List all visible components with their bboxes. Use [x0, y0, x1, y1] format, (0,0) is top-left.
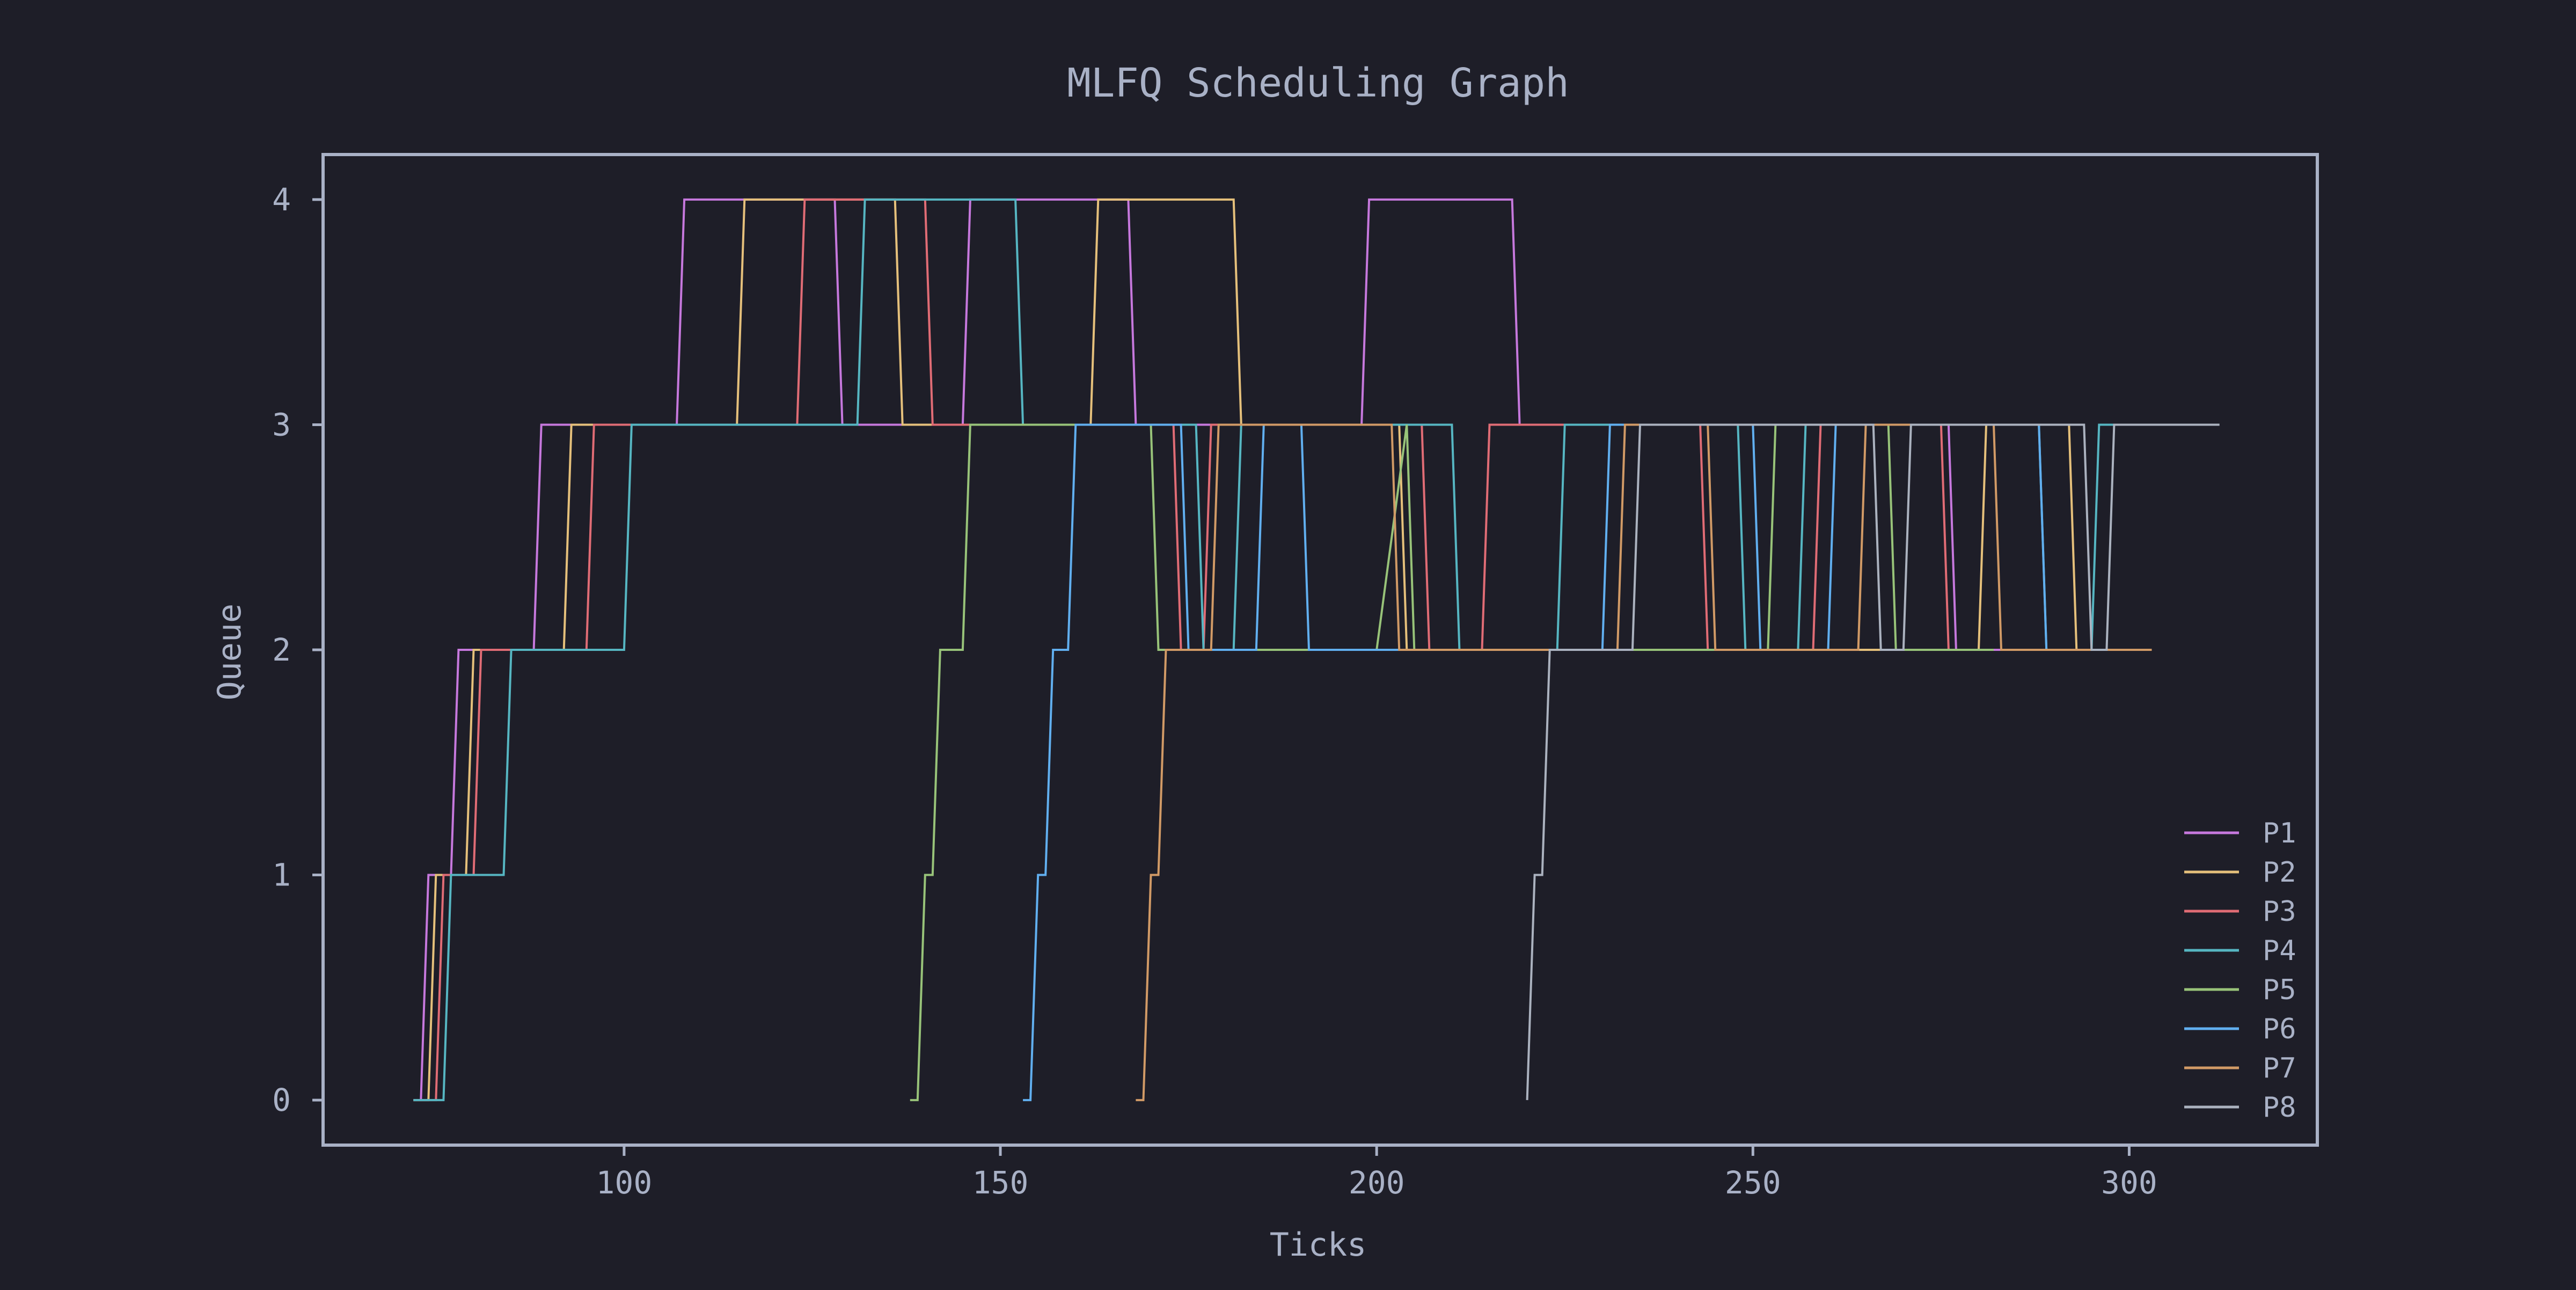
series-line-p7 [1136, 423, 2152, 1102]
x-tick-label: 300 [2101, 1164, 2157, 1201]
y-tick-label: 2 [272, 632, 291, 668]
legend-item-p2: P2 [2184, 856, 2296, 889]
legend-label: P2 [2263, 856, 2296, 889]
y-tick-label: 0 [272, 1082, 291, 1118]
legend-label: P6 [2263, 1013, 2296, 1045]
legend-item-p6: P6 [2184, 1013, 2296, 1045]
x-axis-label: Ticks [1270, 1226, 1367, 1264]
y-tick-label: 1 [272, 857, 291, 893]
legend-item-p3: P3 [2184, 896, 2296, 928]
legend-label: P7 [2263, 1052, 2296, 1084]
x-tick-label: 200 [1349, 1164, 1405, 1201]
legend-label: P1 [2263, 817, 2296, 849]
y-axis-label: Queue [211, 604, 248, 701]
legend-label: P8 [2263, 1091, 2296, 1124]
legend-item-p1: P1 [2184, 817, 2296, 849]
legend-label: P3 [2263, 896, 2296, 928]
plot-area [413, 198, 2220, 1102]
legend: P1 P2 P3 P4 P5 P6 P7 P8 [2184, 817, 2296, 1124]
legend-item-p5: P5 [2184, 974, 2296, 1006]
y-tick-label: 4 [272, 181, 291, 218]
x-tick-label: 250 [1725, 1164, 1781, 1201]
y-tick-label: 3 [272, 406, 291, 443]
legend-item-p8: P8 [2184, 1091, 2296, 1124]
legend-label: P5 [2263, 974, 2296, 1006]
series-line-p8 [1526, 423, 2220, 1101]
legend-label: P4 [2263, 935, 2296, 967]
legend-item-p7: P7 [2184, 1052, 2296, 1084]
legend-item-p4: P4 [2184, 935, 2296, 967]
x-tick-label: 100 [596, 1164, 653, 1201]
chart-title: MLFQ Scheduling Graph [1067, 60, 1569, 106]
x-tick-label: 150 [972, 1164, 1029, 1201]
axes: 100 150 200 250 300 0 1 2 3 4 [272, 181, 2157, 1201]
